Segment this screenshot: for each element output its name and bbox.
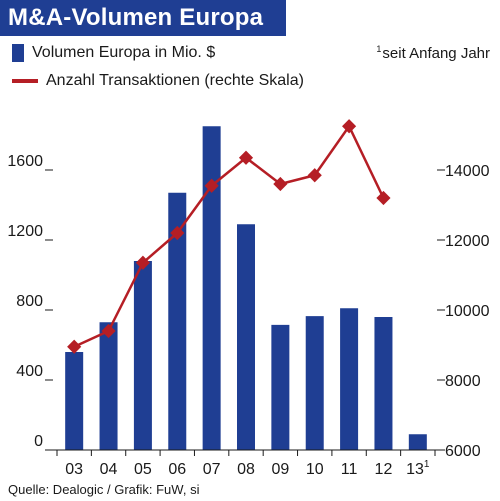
- line-point-06: [170, 225, 185, 241]
- bar-12: [374, 317, 393, 450]
- y-left-tick-label: 800: [16, 293, 43, 310]
- y-right-tick-label: 14000: [445, 163, 490, 180]
- legend-label-volume: Volumen Europa in Mio. $: [32, 44, 216, 61]
- bar-11: [340, 308, 359, 450]
- x-tick-label-09: 09: [271, 461, 289, 478]
- y-right-tick-label: 12000: [445, 233, 490, 250]
- y-left-tick-label: 400: [16, 363, 43, 380]
- bar-09: [271, 324, 290, 450]
- legend-swatch-line: [12, 79, 38, 83]
- y-left-tick-label: 1200: [7, 223, 43, 240]
- line-point-09: [273, 176, 288, 192]
- line-point-07: [204, 178, 219, 193]
- y-right-tick-label: 8000: [445, 373, 481, 390]
- y-right-tick-label: 6000: [445, 443, 481, 460]
- x-tick-label-03: 03: [65, 461, 83, 478]
- chart-title: M&A-Volumen Europa: [0, 0, 286, 36]
- y-left-tick-label: 0: [34, 433, 43, 450]
- x-tick-label-06: 06: [168, 461, 186, 478]
- legend-swatch-bar: [12, 44, 24, 62]
- footnote: 1seit Anfang Jahr: [376, 44, 490, 62]
- x-tick-label-04: 04: [100, 461, 118, 478]
- source-note: Quelle: Dealogic / Grafik: FuW, si: [8, 482, 200, 497]
- legend-label-transactions: Anzahl Transaktionen (rechte Skala): [46, 72, 304, 89]
- bar-07: [202, 126, 221, 450]
- bar-13: [408, 434, 427, 450]
- legend-item-volume: Volumen Europa in Mio. $: [12, 44, 215, 62]
- x-tick-label-11: 11: [341, 461, 358, 478]
- bar-04: [99, 322, 118, 450]
- line-point-03: [67, 339, 82, 354]
- bar-08: [237, 224, 255, 450]
- line-point-12: [376, 190, 391, 206]
- bar-05: [133, 261, 152, 450]
- x-tick-label-13: 131: [406, 459, 430, 478]
- y-left-tick-label: 1600: [7, 153, 43, 170]
- line-point-05: [135, 255, 150, 270]
- line-point-08: [238, 150, 254, 165]
- x-tick-label-12: 12: [375, 461, 393, 478]
- x-tick-label-05: 05: [134, 461, 152, 478]
- legend-item-transactions: Anzahl Transaktionen (rechte Skala): [12, 72, 304, 90]
- line-series-transactions: [73, 125, 385, 348]
- x-tick-label-07: 07: [203, 461, 221, 478]
- line-point-10: [307, 168, 322, 183]
- x-tick-label-10: 10: [306, 461, 324, 478]
- line-point-04: [101, 323, 116, 339]
- y-right-tick-label: 10000: [445, 303, 490, 320]
- footnote-text: seit Anfang Jahr: [382, 45, 490, 62]
- bar-06: [168, 192, 187, 450]
- footnote-mark: 1: [376, 44, 382, 54]
- bar-10: [305, 316, 324, 450]
- x-tick-footnote-mark: 1: [424, 459, 430, 470]
- x-tick-label-08: 08: [237, 461, 255, 478]
- line-point-11: [342, 119, 357, 134]
- bar-03: [65, 352, 84, 450]
